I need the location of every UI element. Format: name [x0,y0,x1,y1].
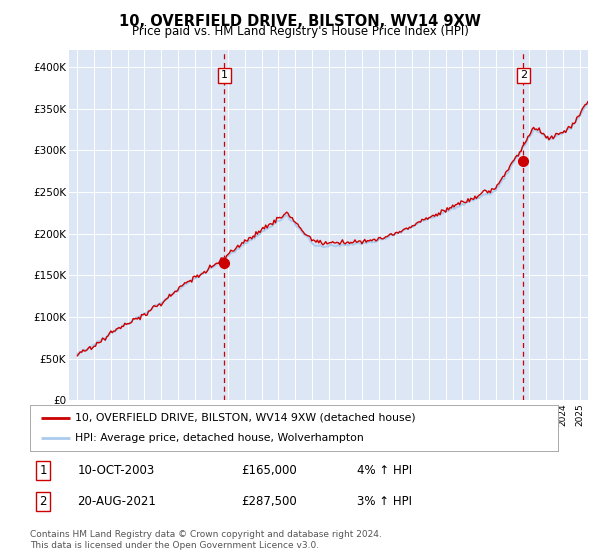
Text: 1: 1 [221,71,228,81]
Text: 10-OCT-2003: 10-OCT-2003 [77,464,155,477]
Text: HPI: Average price, detached house, Wolverhampton: HPI: Average price, detached house, Wolv… [75,433,364,443]
Text: Contains HM Land Registry data © Crown copyright and database right 2024.
This d: Contains HM Land Registry data © Crown c… [30,530,382,550]
Text: 10, OVERFIELD DRIVE, BILSTON, WV14 9XW (detached house): 10, OVERFIELD DRIVE, BILSTON, WV14 9XW (… [75,413,416,423]
Text: 1: 1 [40,464,47,477]
Text: 4% ↑ HPI: 4% ↑ HPI [358,464,412,477]
Text: 2: 2 [40,495,47,508]
Text: Price paid vs. HM Land Registry's House Price Index (HPI): Price paid vs. HM Land Registry's House … [131,25,469,38]
Text: 2: 2 [520,71,527,81]
Text: 3% ↑ HPI: 3% ↑ HPI [358,495,412,508]
Text: 10, OVERFIELD DRIVE, BILSTON, WV14 9XW: 10, OVERFIELD DRIVE, BILSTON, WV14 9XW [119,14,481,29]
Text: 20-AUG-2021: 20-AUG-2021 [77,495,157,508]
Text: £165,000: £165,000 [241,464,297,477]
Text: £287,500: £287,500 [241,495,297,508]
